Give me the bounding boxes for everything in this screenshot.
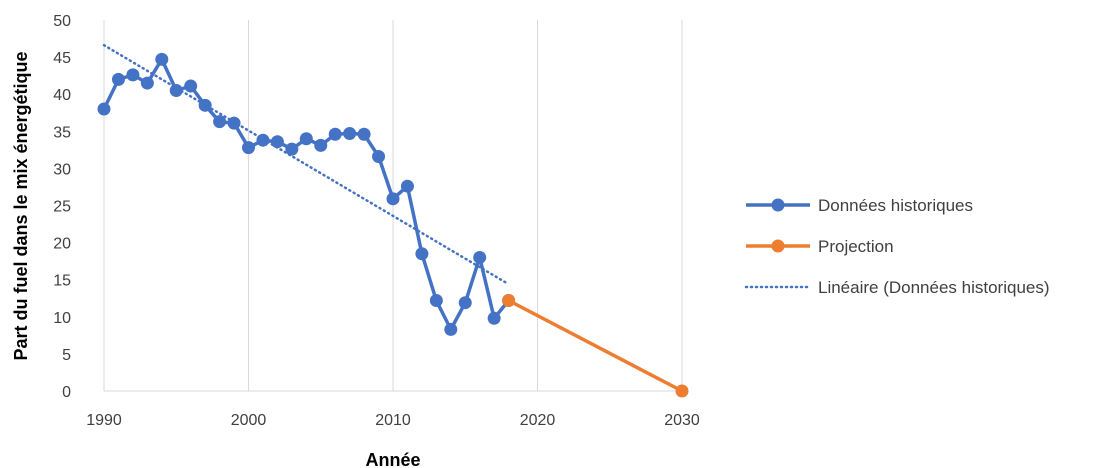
y-tick-label: 0 — [62, 384, 71, 401]
gridlines — [103, 20, 683, 392]
series-0-point — [126, 68, 140, 82]
series-0-point — [97, 102, 111, 116]
y-axis-title: Part du fuel dans le mix énergétique — [11, 51, 31, 360]
y-tick-label: 20 — [53, 236, 71, 253]
legend-marker-1 — [771, 239, 785, 253]
series-0-point — [343, 127, 357, 141]
series-1-point — [675, 384, 689, 398]
x-tick-label: 2000 — [231, 412, 267, 429]
series-1-line — [507, 298, 683, 393]
y-tick-label: 50 — [53, 13, 71, 30]
series-0-point — [372, 150, 386, 164]
series-0-point — [386, 192, 400, 206]
legend-marker-0 — [771, 198, 785, 212]
series-0-point — [198, 98, 212, 112]
x-tick-label: 2030 — [664, 412, 700, 429]
x-tick-label: 2020 — [520, 412, 556, 429]
x-tick-label: 1990 — [86, 412, 122, 429]
y-tick-label: 15 — [53, 273, 71, 290]
y-tick-label: 45 — [53, 50, 71, 67]
y-tick-label: 10 — [53, 310, 71, 327]
y-tick-label: 40 — [53, 87, 71, 104]
legend-label-2: Linéaire (Données historiques) — [818, 278, 1050, 297]
series-0-point — [111, 72, 125, 86]
y-tick-label: 25 — [53, 199, 71, 216]
legend-label-0: Données historiques — [818, 196, 973, 215]
series-0-point — [299, 132, 313, 146]
series-0-line — [102, 57, 510, 332]
series-2-line — [102, 43, 510, 286]
series-0-point — [444, 322, 458, 336]
series-0-point — [429, 293, 443, 307]
series-0-point — [458, 296, 472, 310]
legend-label-1: Projection — [818, 237, 894, 256]
x-axis-title: Année — [365, 450, 420, 468]
series-0-point — [400, 179, 414, 193]
legend: Données historiques Projection Linéaire (D… — [744, 196, 1050, 297]
series-0-point — [473, 250, 487, 264]
series-0-point — [487, 311, 501, 325]
y-tick-label: 5 — [62, 347, 71, 364]
series-1-point — [502, 293, 516, 307]
x-tick-label: 2010 — [375, 412, 411, 429]
series-0-point — [285, 142, 299, 156]
series-0-point — [328, 127, 342, 141]
x-axis-ticks: 1990 2000 2010 2020 2030 — [86, 412, 700, 429]
series-0-point — [140, 76, 154, 90]
series-layer — [97, 43, 689, 398]
y-axis-ticks: 0 5 10 15 20 25 30 35 40 45 50 — [53, 13, 71, 401]
series-0-point — [415, 247, 429, 261]
series-0-point — [155, 52, 169, 66]
series-0-point — [270, 135, 284, 149]
series-0-point — [357, 127, 371, 141]
series-0-point — [213, 115, 227, 129]
y-tick-label: 30 — [53, 161, 71, 178]
y-tick-label: 35 — [53, 124, 71, 141]
series-0-point — [314, 138, 328, 152]
series-0-point — [184, 79, 198, 93]
series-0-point — [242, 141, 255, 155]
